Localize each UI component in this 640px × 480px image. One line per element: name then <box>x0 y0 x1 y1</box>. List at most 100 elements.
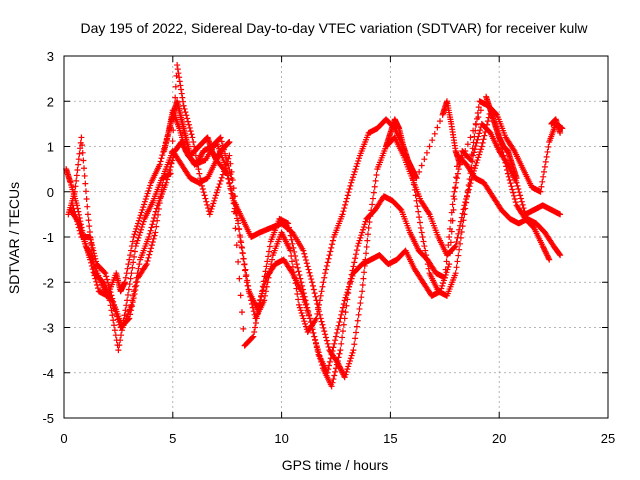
data-point <box>207 208 214 215</box>
data-point <box>542 248 549 255</box>
data-point <box>426 143 433 150</box>
data-point <box>455 166 462 173</box>
data-point <box>104 279 111 286</box>
data-point <box>231 208 238 215</box>
data-point <box>453 264 460 271</box>
data-point <box>229 191 236 198</box>
data-point <box>300 247 307 254</box>
data-point <box>350 171 357 178</box>
data-point <box>112 332 119 339</box>
data-point <box>337 347 344 354</box>
series-track-4 <box>69 98 566 390</box>
y-tick-label: -3 <box>42 321 54 336</box>
data-point <box>331 372 338 379</box>
data-point <box>300 315 307 322</box>
data-point <box>226 180 233 187</box>
data-point <box>165 173 172 180</box>
data-point <box>242 266 249 273</box>
data-point <box>319 321 326 328</box>
data-point <box>329 237 336 244</box>
data-point <box>143 261 150 268</box>
data-point <box>198 179 205 186</box>
data-point <box>475 154 482 161</box>
data-point <box>151 232 158 239</box>
data-point <box>351 168 358 175</box>
data-point <box>122 274 129 281</box>
data-point <box>343 198 350 205</box>
data-point <box>142 195 149 202</box>
x-tick-label: 0 <box>60 431 67 446</box>
data-point <box>214 186 221 193</box>
data-point <box>446 234 453 240</box>
x-tick-label: 20 <box>492 431 506 446</box>
data-point <box>321 328 328 335</box>
data-point <box>289 258 296 265</box>
data-point <box>144 190 151 197</box>
data-point <box>507 180 514 187</box>
data-point <box>473 159 480 166</box>
data-point <box>131 248 138 255</box>
data-point <box>178 90 185 97</box>
data-point <box>133 240 140 247</box>
data-point <box>75 156 82 163</box>
data-point <box>187 128 194 135</box>
data-point <box>331 340 338 347</box>
data-point <box>423 149 430 156</box>
data-point <box>199 186 206 193</box>
data-point <box>288 268 295 275</box>
data-point <box>152 208 159 215</box>
data-point <box>470 127 477 134</box>
data-point <box>338 311 345 318</box>
data-point <box>89 244 96 251</box>
data-point <box>538 183 545 190</box>
data-point <box>453 238 460 245</box>
data-point <box>457 234 464 241</box>
data-point <box>455 230 462 237</box>
data-point <box>92 255 99 262</box>
data-point <box>309 326 316 333</box>
data-point <box>449 201 456 208</box>
data-point <box>133 274 140 281</box>
data-point <box>353 323 360 330</box>
data-point <box>359 229 366 236</box>
data-point <box>472 143 479 150</box>
data-point <box>437 118 444 125</box>
data-point <box>455 252 462 259</box>
data-point <box>180 102 187 109</box>
data-point <box>431 130 438 137</box>
data-point <box>87 234 94 240</box>
data-point <box>170 154 177 161</box>
data-point <box>314 310 321 317</box>
data-point <box>301 293 308 300</box>
data-point <box>89 242 96 249</box>
data-point <box>260 284 267 291</box>
data-point <box>517 192 524 199</box>
data-point <box>418 162 425 169</box>
data-point <box>512 199 519 206</box>
data-point <box>339 328 346 335</box>
data-point <box>360 275 367 282</box>
data-point <box>347 182 354 189</box>
data-point <box>183 112 190 119</box>
data-point <box>225 162 232 169</box>
data-point <box>329 241 336 248</box>
data-point <box>300 290 307 297</box>
data-point <box>73 214 80 221</box>
data-point <box>344 289 351 296</box>
data-point <box>468 151 475 158</box>
data-point <box>463 199 470 206</box>
data-point <box>211 197 218 204</box>
data-point <box>206 211 213 218</box>
data-point <box>316 311 323 318</box>
data-point <box>414 203 421 210</box>
data-point <box>291 248 298 255</box>
data-point <box>128 270 135 277</box>
data-point <box>322 270 329 277</box>
data-point <box>196 156 203 163</box>
data-point <box>344 366 351 373</box>
data-point <box>556 251 563 258</box>
data-point <box>421 243 428 250</box>
data-point <box>470 139 477 146</box>
data-point <box>131 288 138 295</box>
data-point <box>356 237 363 244</box>
